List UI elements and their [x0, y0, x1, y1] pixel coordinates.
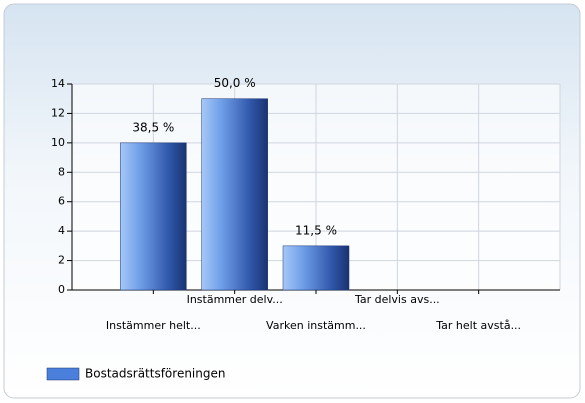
x-tick-label: Tar delvis avs...: [354, 293, 440, 306]
y-tick-label: 2: [58, 254, 65, 267]
bar: [120, 142, 187, 291]
y-tick-label: 0: [58, 283, 65, 296]
data-label: 11,5 %: [295, 223, 337, 237]
y-tick-label: 8: [58, 165, 65, 178]
data-label: 38,5 %: [132, 120, 174, 134]
x-tick-label: Instämmer delv...: [187, 293, 283, 306]
x-tick-label: Varken instämm...: [266, 319, 366, 332]
bar: [282, 245, 350, 291]
bar: [201, 98, 268, 291]
legend-swatch: [46, 367, 80, 381]
x-tick-label: Instämmer helt...: [106, 319, 201, 332]
y-tick-label: 10: [51, 136, 65, 149]
y-tick-label: 12: [51, 106, 65, 119]
x-tick-label: Tar helt avstå...: [435, 319, 521, 332]
data-label: 50,0 %: [214, 76, 256, 90]
legend-label: Bostadsrättsföreningen: [85, 367, 225, 381]
y-tick-label: 6: [58, 195, 65, 208]
y-tick-label: 4: [58, 224, 65, 237]
y-tick-label: 14: [51, 77, 65, 90]
